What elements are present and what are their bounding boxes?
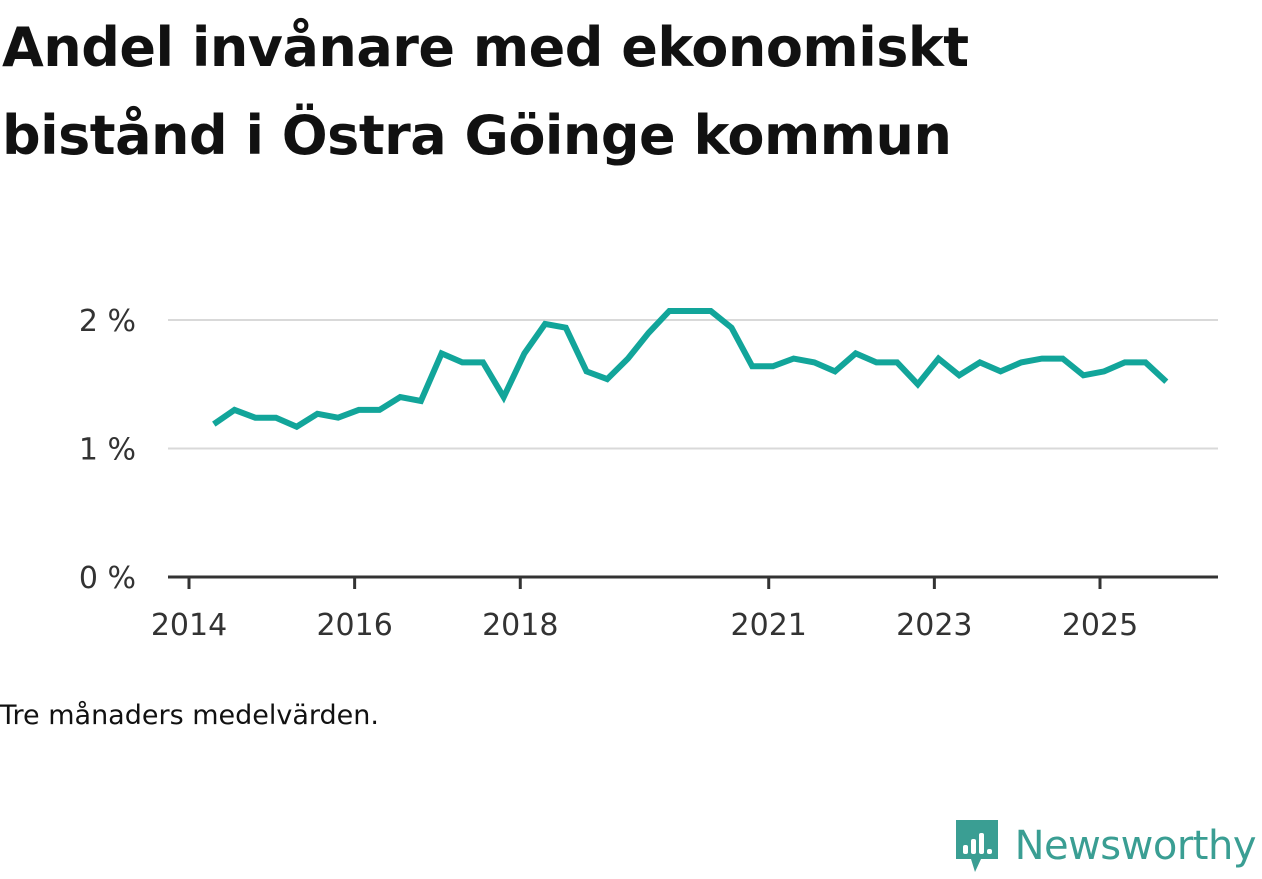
series-line-0 [212, 308, 1169, 431]
newsworthy-logo-icon [955, 820, 998, 872]
newsworthy-logo: Newsworthy [953, 817, 1257, 875]
y-tick-label: 0 % [79, 561, 136, 596]
newsworthy-logo-text: Newsworthy [1014, 823, 1257, 869]
x-tick-label: 2018 [482, 608, 558, 643]
x-axis-ticks: 2014 2016 2018 2021 2023 2025 [151, 577, 1138, 643]
x-tick-label: 2021 [731, 608, 807, 643]
series-layer [212, 308, 1169, 431]
y-tick-label: 1 % [79, 433, 136, 468]
chart-title: Andel invånare med ekonomiskt bistånd i … [2, 16, 969, 167]
line-chart: 0 % 1 % 2 % 2014 2016 2018 2021 2023 2025 [79, 304, 1218, 643]
chart-caption: Tre månaders medelvärden. [0, 700, 379, 731]
x-tick-label: 2014 [151, 608, 227, 643]
x-tick-label: 2016 [316, 608, 392, 643]
gridlines [168, 319, 1218, 450]
y-axis-ticks: 0 % 1 % 2 % [79, 304, 136, 596]
x-tick-label: 2023 [896, 608, 972, 643]
y-tick-label: 2 % [79, 304, 136, 339]
x-tick-label: 2025 [1062, 608, 1138, 643]
